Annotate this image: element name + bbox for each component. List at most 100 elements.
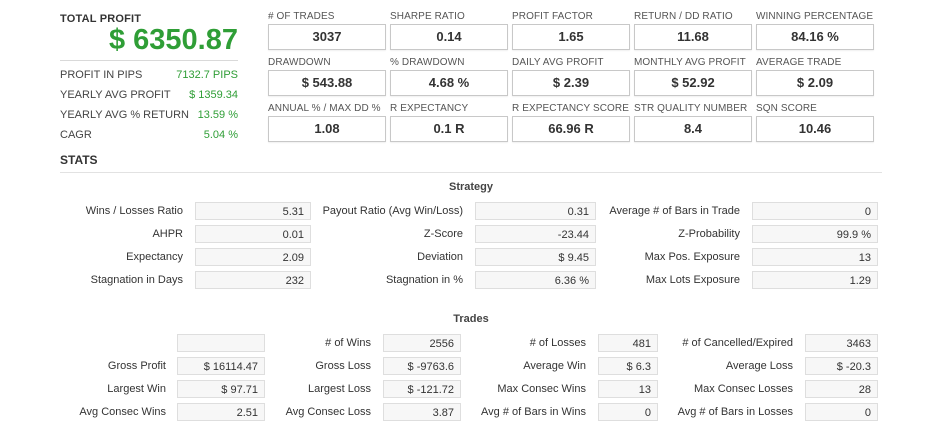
summary-label: YEARLY AVG PROFIT [60,89,171,101]
strategy-value: 5.31 [195,202,311,220]
metric-label: ANNUAL % / MAX DD % [268,103,381,114]
trades-value: 0 [598,403,658,421]
metric-average-trade: AVERAGE TRADE $ 2.09 [756,57,874,96]
metric-value: 4.68 % [390,70,508,96]
metric-r-expectancy-score: R EXPECTANCY SCORE 66.96 R [512,103,630,142]
trades-value: $ 16114.47 [177,357,265,375]
metric-label: % DRAWDOWN [390,57,465,68]
strategy-label: Payout Ratio (Avg Win/Loss) [322,205,463,217]
trades-label [60,333,166,353]
strategy-label: Expectancy [126,251,183,263]
metric-label: STR QUALITY NUMBER [634,103,748,114]
strategy-label: Max Lots Exposure [645,274,740,286]
metric-sqn-score: SQN SCORE 10.46 [756,103,874,142]
metric-value: 3037 [268,24,386,50]
strategy-label: Z-Probability [678,228,740,240]
metric-label: WINNING PERCENTAGE [756,11,874,22]
trades-value: $ 97.71 [177,380,265,398]
metric-label: PROFIT FACTOR [512,11,593,22]
metric-percent-drawdown: % DRAWDOWN 4.68 % [390,57,508,96]
strategy-label: Average # of Bars in Trade [609,205,740,217]
trades-label: # of Losses [529,337,586,349]
metric-label: MONTHLY AVG PROFIT [634,57,746,68]
strategy-value: 99.9 % [752,225,878,243]
metric-value: $ 2.39 [512,70,630,96]
trades-label: Max Consec Losses [693,383,793,395]
metric-profit-factor: PROFIT FACTOR 1.65 [512,11,630,50]
metric-label: DAILY AVG PROFIT [512,57,604,68]
trades-value: 28 [805,380,878,398]
metric-r-expectancy: R EXPECTANCY 0.1 R [390,103,508,142]
strategy-value: 6.36 % [475,271,596,289]
trades-label: # of Wins [325,337,371,349]
metric-drawdown: DRAWDOWN $ 543.88 [268,57,386,96]
strategy-value: 1.29 [752,271,878,289]
summary-row-yearly-avg-return: YEARLY AVG % RETURN 13.59 % [60,105,238,125]
summary-panel: TOTAL PROFIT $ 6350.87 PROFIT IN PIPS 71… [60,10,238,145]
trades-value: 3463 [805,334,878,352]
trades-label: Largest Win [107,383,166,395]
metric-sharpe-ratio: SHARPE RATIO 0.14 [390,11,508,50]
strategy-value: 0.01 [195,225,311,243]
trades-value: $ -20.3 [805,357,878,375]
metric-str-quality-number: STR QUALITY NUMBER 8.4 [634,103,752,142]
strategy-value: 2.09 [195,248,311,266]
trades-label: Avg # of Bars in Wins [481,406,586,418]
trades-title: Trades [453,313,489,325]
trades-label: Average Loss [725,360,793,372]
trades-value: 481 [598,334,658,352]
trades-value [177,334,265,352]
metric-monthly-avg-profit: MONTHLY AVG PROFIT $ 52.92 [634,57,752,96]
stats-divider [60,172,882,173]
strategy-label: Stagnation in Days [90,274,183,286]
trades-value: 13 [598,380,658,398]
summary-divider [60,60,238,61]
strategy-value: 0.31 [475,202,596,220]
summary-label: PROFIT IN PIPS [60,69,143,81]
trades-label: Avg Consec Loss [285,406,371,418]
metric-value: 0.1 R [390,116,508,142]
trades-value: $ -9763.6 [383,357,461,375]
stats-title: STATS [60,153,98,167]
summary-value: $ 1359.34 [189,89,238,101]
strategy-label: Wins / Losses Ratio [85,205,183,217]
metric-label: R EXPECTANCY SCORE [512,103,630,114]
summary-row-profit-in-pips: PROFIT IN PIPS 7132.7 PIPS [60,65,238,85]
trades-label: Gross Profit [107,360,166,372]
strategy-label: Deviation [417,251,463,263]
strategy-value: 13 [752,248,878,266]
metric-value: 10.46 [756,116,874,142]
metric-winning-percentage: WINNING PERCENTAGE 84.16 % [756,11,874,50]
trades-label: Largest Loss [308,383,371,395]
strategy-value: 232 [195,271,311,289]
metric-value: 0.14 [390,24,508,50]
strategy-value: -23.44 [475,225,596,243]
strategy-label: AHPR [152,228,183,240]
total-profit-label: TOTAL PROFIT [60,13,142,25]
metric-value: 8.4 [634,116,752,142]
metric-label: DRAWDOWN [268,57,331,68]
trades-label: Max Consec Wins [497,383,586,395]
summary-value: 5.04 % [203,129,238,141]
metric-daily-avg-profit: DAILY AVG PROFIT $ 2.39 [512,57,630,96]
trades-label: # of Cancelled/Expired [682,337,793,349]
metric-value: 1.08 [268,116,386,142]
trades-label: Average Win [523,360,586,372]
metric-label: R EXPECTANCY [390,103,469,114]
metric-value: $ 2.09 [756,70,874,96]
trades-label: Gross Loss [315,360,371,372]
metric-number-of-trades: # OF TRADES 3037 [268,11,386,50]
strategy-value: $ 9.45 [475,248,596,266]
metric-value: 11.68 [634,24,752,50]
trades-label: Avg # of Bars in Losses [677,406,793,418]
metric-label: AVERAGE TRADE [756,57,842,68]
trades-value: $ 6.3 [598,357,658,375]
metric-value: 1.65 [512,24,630,50]
trades-label: Avg Consec Wins [79,406,166,418]
metric-label: SHARPE RATIO [390,11,465,22]
metric-value: $ 543.88 [268,70,386,96]
strategy-label: Z-Score [423,228,463,240]
trades-value: $ -121.72 [383,380,461,398]
total-profit-value: $ 6350.87 [108,24,238,56]
trades-value: 2556 [383,334,461,352]
